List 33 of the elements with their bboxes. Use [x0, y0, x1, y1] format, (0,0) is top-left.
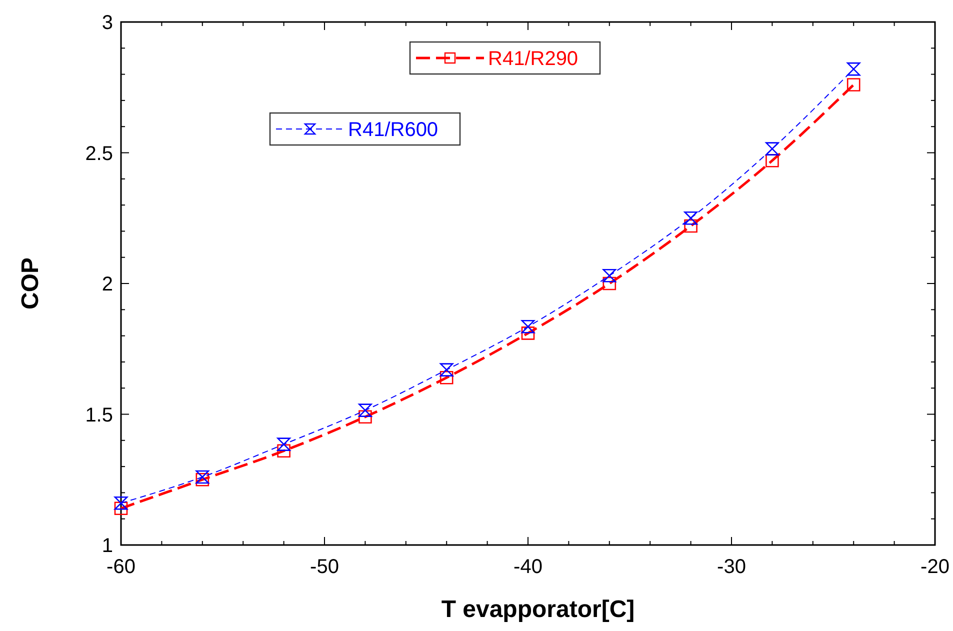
- y-tick-label: 3: [102, 12, 113, 34]
- x-tick-label: -20: [920, 556, 950, 578]
- point: [766, 142, 779, 156]
- point: [684, 211, 698, 225]
- point: [277, 444, 290, 458]
- point: [440, 370, 454, 384]
- legend-label: R41/R290: [488, 48, 578, 70]
- point: [440, 363, 454, 376]
- x-tick-label: -50: [310, 556, 339, 578]
- point: [684, 219, 698, 233]
- y-tick-label: 2.5: [85, 142, 113, 165]
- y-axis-title: COP: [17, 257, 44, 310]
- point: [602, 269, 616, 282]
- point: [846, 78, 860, 92]
- legend-label: R41/R600: [348, 119, 438, 141]
- point: [277, 438, 290, 451]
- point: [114, 502, 128, 516]
- y-tick-label: 2: [102, 274, 113, 296]
- point: [358, 410, 372, 424]
- point: [521, 320, 535, 334]
- y-tick-label: 1.5: [85, 404, 113, 426]
- point: [602, 276, 616, 290]
- x-tick-label: -40: [514, 556, 542, 578]
- point: [196, 470, 210, 484]
- point: [358, 404, 372, 417]
- point: [521, 326, 535, 340]
- x-axis-title: T evapporator[C]: [441, 596, 635, 623]
- y-tick-label: 1: [102, 535, 113, 557]
- point: [114, 496, 128, 510]
- x-tick-label: -60: [106, 556, 136, 578]
- point: [846, 62, 860, 76]
- x-tick-label: -30: [717, 556, 746, 578]
- point: [196, 472, 210, 486]
